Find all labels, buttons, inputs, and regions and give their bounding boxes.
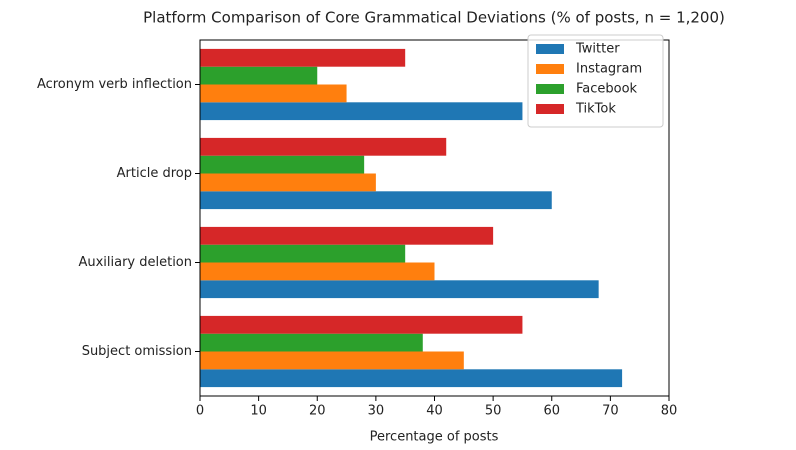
bar: [200, 244, 406, 263]
legend-swatch: [536, 44, 564, 54]
x-tick-label: 30: [368, 404, 385, 419]
x-tick-label: 60: [543, 404, 560, 419]
bar: [200, 102, 523, 121]
legend-swatch: [536, 104, 564, 114]
y-tick-label: Auxiliary deletion: [78, 255, 192, 270]
bar: [200, 191, 552, 210]
bar: [200, 351, 464, 370]
bar: [200, 226, 494, 245]
bar: [200, 66, 318, 85]
x-tick-label: 0: [196, 404, 204, 419]
bar: [200, 369, 623, 388]
legend-label: TikTok: [575, 102, 616, 117]
legend-label: Twitter: [575, 42, 620, 57]
x-tick-label: 50: [485, 404, 502, 419]
y-tick-label: Acronym verb inflection: [37, 77, 192, 92]
x-tick-label: 80: [661, 404, 678, 419]
x-axis-label: Percentage of posts: [370, 430, 499, 445]
y-tick-label: Subject omission: [82, 344, 192, 359]
y-tick-label: Article drop: [117, 166, 192, 181]
x-tick-label: 40: [426, 404, 443, 419]
bar: [200, 262, 435, 281]
bar: [200, 155, 365, 174]
bar: [200, 280, 599, 299]
x-tick-label: 20: [309, 404, 326, 419]
bar: [200, 48, 406, 67]
legend-swatch: [536, 84, 564, 94]
bar: [200, 333, 423, 352]
bar: [200, 315, 523, 334]
bar: [200, 137, 447, 156]
legend-swatch: [536, 64, 564, 74]
bar: [200, 173, 376, 192]
chart-title: Platform Comparison of Core Grammatical …: [143, 9, 725, 27]
legend-label: Instagram: [576, 62, 642, 77]
plot-frame: [199, 39, 670, 397]
legend-label: Facebook: [576, 82, 638, 97]
x-tick-label: 10: [250, 404, 267, 419]
bar: [200, 84, 347, 103]
x-tick-label: 70: [602, 404, 619, 419]
